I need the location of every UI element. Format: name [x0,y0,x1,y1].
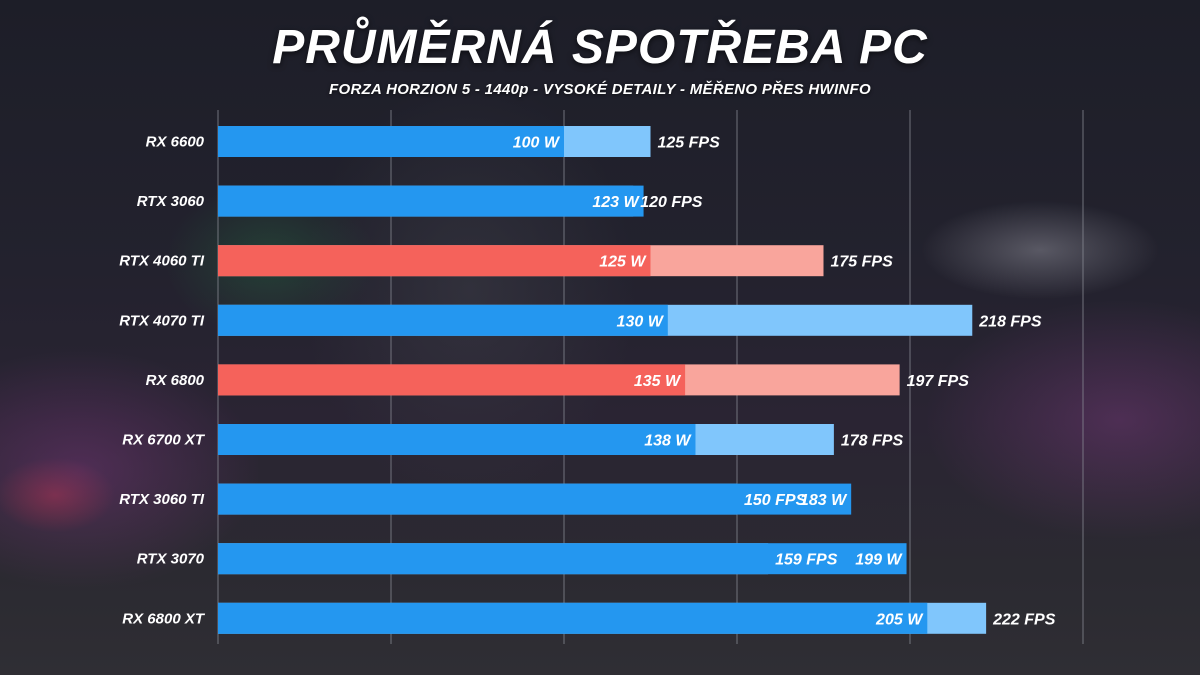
power-bar [218,364,686,396]
category-label: RX 6800 XT [122,610,206,627]
bar-row-rtx-3070: RTX 3070 199 W 159 FPS [137,543,907,575]
category-label: RTX 3060 [137,193,205,210]
bar-row-rtx-3060: RTX 3060 123 W 120 FPS [137,185,703,217]
power-value-label: 125 W [599,254,647,271]
chart-subtitle: FORZA HORZION 5 - 1440p - VYSOKÉ DETAILY… [329,81,871,98]
power-value-label: 123 W [592,194,640,211]
fps-value-label: 175 FPS [831,254,894,271]
fps-value-label: 222 FPS [992,611,1056,628]
fps-value-label: 159 FPS [775,552,838,569]
power-bar [218,543,907,575]
power-value-label: 138 W [644,433,692,450]
category-label: RTX 4070 TI [119,312,205,329]
power-value-label: 135 W [634,373,682,390]
category-label: RTX 3070 [137,551,205,568]
power-bar [218,126,564,157]
power-bar [218,304,668,336]
power-bar [218,602,928,634]
power-bar [218,483,852,515]
fps-value-label: 125 FPS [658,135,721,152]
category-label: RTX 3060 TI [119,491,205,508]
bar-row-rx-6800-xt: RX 6800 XT 205 W 222 FPS [122,602,1056,634]
category-label: RX 6600 [146,134,205,151]
bar-row-rtx-4070-ti: RTX 4070 TI 130 W 218 FPS [119,304,1042,336]
power-bar [218,245,651,277]
category-label: RX 6800 [146,372,205,389]
fps-value-label: 197 FPS [907,373,970,390]
category-label: RX 6700 XT [122,432,206,449]
power-value-label: 130 W [617,313,665,330]
power-bar [218,185,644,217]
fps-value-label: 178 FPS [841,433,904,450]
bar-row-rx-6700-xt: RX 6700 XT 138 W 178 FPS [122,424,903,455]
fps-value-label: 218 FPS [978,313,1042,330]
category-label: RTX 4060 TI [119,253,205,270]
power-value-label: 183 W [800,492,848,509]
fps-value-label: 120 FPS [640,194,703,211]
fps-value-label: 150 FPS [744,492,807,509]
bar-row-rtx-4060-ti: RTX 4060 TI 125 W 175 FPS [119,245,894,277]
power-value-label: 100 W [513,135,561,152]
bar-row-rx-6800: RX 6800 135 W 197 FPS [146,364,970,396]
power-value-label: 205 W [875,611,924,628]
bar-row-rx-6600: RX 6600 100 W 125 FPS [146,126,720,157]
power-bar [218,424,696,455]
power-value-label: 199 W [855,552,903,569]
chart-title: PRŮMĚRNÁ SPOTŘEBA PC [272,21,928,74]
